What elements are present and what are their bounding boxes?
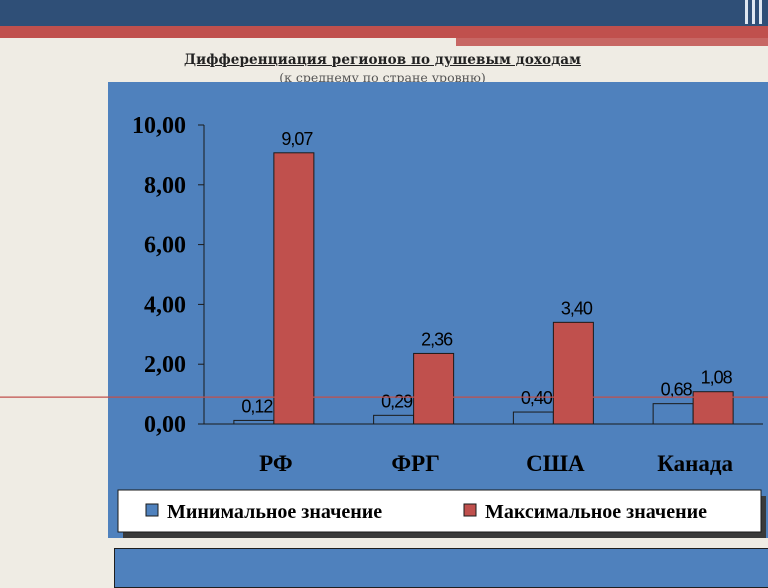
bar-chart: 0,00 2,00 4,00 6,00 8,00 10,00 0,12 9,07 0,29 2,… <box>0 113 768 538</box>
slide-subtitle: (к среднему по стране уровню) <box>279 70 486 85</box>
bar-max <box>413 352 455 425</box>
category-label: США <box>526 451 585 476</box>
legend-swatch-max <box>463 503 477 517</box>
header-stripe <box>745 0 748 24</box>
bottom-panel <box>114 548 768 588</box>
data-label: 0,40 <box>521 388 553 408</box>
header-bar <box>0 0 768 26</box>
data-label: 1,08 <box>701 368 733 388</box>
data-label: 9,07 <box>281 129 313 149</box>
category-labels: РФ ФРГ США Канада <box>259 451 733 476</box>
bar-max <box>273 152 315 425</box>
y-tick-label: 2,00 <box>144 352 186 378</box>
legend: Минимальное значение Максимальное значени… <box>117 489 766 538</box>
category-label: Канада <box>657 451 733 476</box>
bar-min <box>512 411 554 425</box>
data-label: 0,29 <box>381 391 413 411</box>
chart-panel: 0,00 2,00 4,00 6,00 8,00 10,00 0,12 9,07 0,29 2,… <box>0 82 768 538</box>
header-stripe <box>759 0 762 24</box>
bar-min <box>233 419 275 425</box>
header-stripe <box>752 0 755 24</box>
legend-label: Минимальное значение <box>167 501 382 523</box>
category-label: РФ <box>259 451 292 476</box>
y-tick-label: 6,00 <box>144 233 186 259</box>
data-label: 2,36 <box>421 329 453 349</box>
accent-bar-secondary <box>456 38 768 46</box>
data-label: 3,40 <box>561 298 593 318</box>
slide-titles: Дифференциация регионов по душевым доход… <box>110 52 655 85</box>
legend-label: Максимальное значение <box>485 501 707 523</box>
y-tick-label: 8,00 <box>144 173 186 199</box>
y-axis: 0,00 2,00 4,00 6,00 8,00 10,00 <box>132 113 763 438</box>
data-label: 0,12 <box>241 396 273 416</box>
data-label: 0,68 <box>661 380 693 400</box>
accent-bar <box>0 26 768 38</box>
y-tick-label: 10,00 <box>132 113 186 139</box>
bar-min <box>652 403 694 425</box>
legend-box <box>117 489 762 533</box>
bar-max <box>552 321 594 425</box>
bars <box>233 152 734 425</box>
y-tick-label: 4,00 <box>144 292 186 318</box>
legend-swatch-min <box>145 503 159 517</box>
category-label: ФРГ <box>391 451 439 476</box>
y-tick-label: 0,00 <box>144 412 186 438</box>
bar-min <box>373 414 415 425</box>
slide-title: Дифференциация регионов по душевым доход… <box>184 52 581 68</box>
data-labels: 0,12 9,07 0,29 2,36 0,40 3,40 0,68 1,08 <box>241 129 733 417</box>
